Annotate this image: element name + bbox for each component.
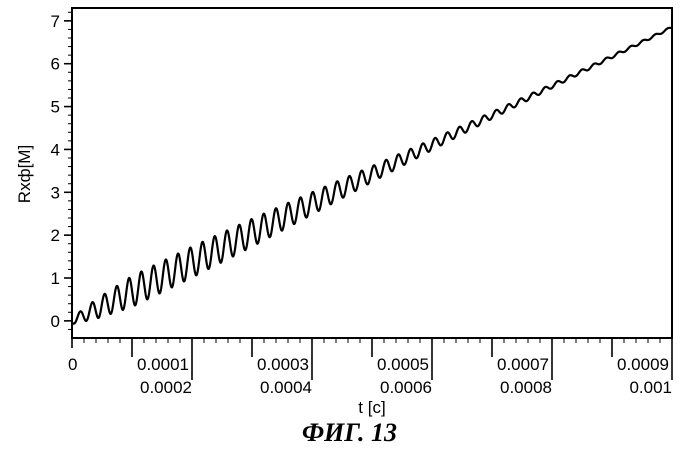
x-tick-label: 0.0009 [617,355,669,374]
x-tick-label: 0.0005 [377,355,429,374]
y-tick-label: 3 [51,183,60,202]
y-tick-label: 5 [51,98,60,117]
x-axis-title: t [c] [358,398,385,417]
x-tick-label: 0 [68,355,77,374]
series-line [72,28,672,324]
y-tick-label: 4 [51,140,60,159]
x-tick-label: 0.0004 [260,378,312,397]
y-tick-label: 7 [51,12,60,31]
y-axis-title: Rxф[M] [15,145,34,203]
y-tick-label: 2 [51,226,60,245]
y-tick-label: 6 [51,55,60,74]
x-tick-label: 0.0002 [140,378,192,397]
y-tick-label: 1 [51,269,60,288]
x-tick-label: 0.0003 [257,355,309,374]
figure-caption: ФИГ. 13 [0,418,699,448]
y-tick-label: 0 [51,312,60,331]
x-tick-label: 0.0001 [137,355,189,374]
x-tick-label: 0.0006 [380,378,432,397]
x-axis: 0 0.0001 0.0003 0.0005 0.0007 0.0009 0.0002 0.0… [68,338,672,397]
x-tick-label: 0.0008 [500,378,552,397]
x-tick-label: 0.0007 [497,355,549,374]
y-axis: 0 1 2 3 4 5 6 7 [51,12,72,331]
x-tick-label: 0.001 [629,378,672,397]
